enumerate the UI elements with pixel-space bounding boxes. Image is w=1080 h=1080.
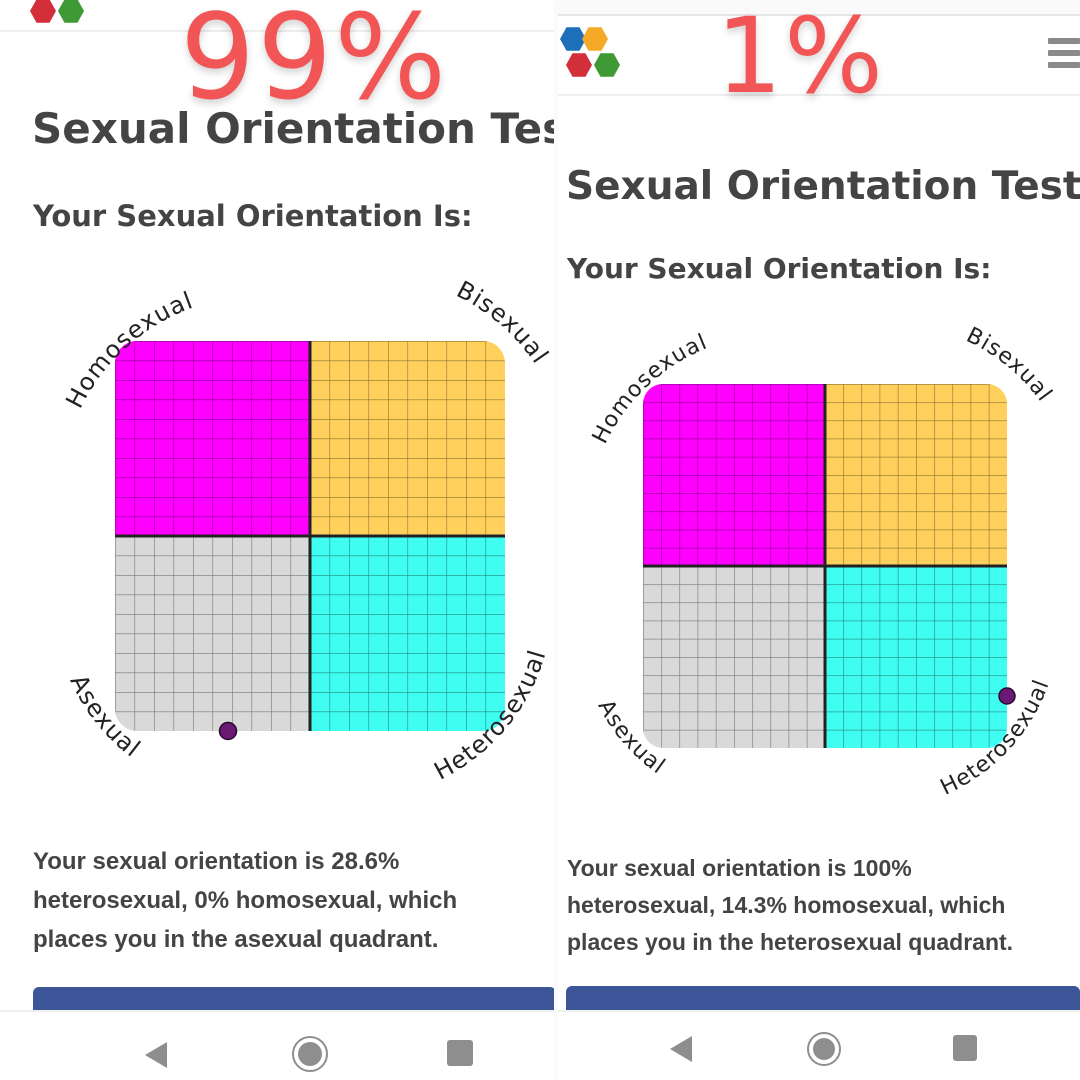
result-description: Your sexual orientation is 28.6% heteros… [33, 842, 543, 959]
logo-hex-red [566, 53, 592, 77]
android-nav-bar [0, 1010, 556, 1080]
result-line: Your sexual orientation is 100% [567, 855, 912, 881]
recents-icon[interactable] [952, 1034, 978, 1062]
logo-hex-orange [582, 27, 608, 51]
screenshot-panel-left: 99% Sexual Orientation Test Your Sexual … [0, 0, 556, 1080]
logo-hex-blue [560, 27, 586, 51]
home-icon[interactable] [290, 1034, 330, 1074]
overlay-percentage: 1% [716, 0, 885, 117]
continue-button[interactable] [33, 987, 556, 1011]
android-nav-bar [558, 1010, 1080, 1080]
result-line: heterosexual, 14.3% homosexual, which [567, 892, 1006, 918]
site-header [558, 16, 1080, 96]
logo-hex-green [58, 0, 84, 23]
site-logo[interactable] [560, 26, 624, 82]
hamburger-menu-icon[interactable] [1048, 38, 1080, 74]
page-title: Sexual Orientation Test [32, 104, 556, 153]
panel-divider [554, 0, 560, 1080]
result-line: Your sexual orientation is 28.6% [33, 848, 400, 875]
result-marker [218, 721, 238, 741]
screenshot-panel-right: 1% Sexual Orientation Test Your Sexual O… [558, 0, 1080, 1080]
site-header [0, 0, 556, 32]
continue-button[interactable] [566, 986, 1080, 1010]
result-marker [998, 687, 1016, 705]
result-heading: Your Sexual Orientation Is: [33, 199, 473, 233]
result-heading: Your Sexual Orientation Is: [567, 252, 992, 285]
page-title: Sexual Orientation Test [566, 164, 1080, 209]
site-logo[interactable] [30, 0, 94, 30]
orientation-quadrant-chart: Homosexual Bisexual Asexual Heterosexual [588, 323, 1056, 800]
result-line: heterosexual, 0% homosexual, which [33, 887, 458, 914]
back-icon[interactable] [143, 1040, 169, 1070]
result-line: places you in the asexual quadrant. [33, 926, 439, 953]
logo-hex-green [594, 53, 620, 77]
status-bar-strip [558, 0, 1080, 16]
back-icon[interactable] [668, 1034, 694, 1064]
recents-icon[interactable] [446, 1039, 474, 1067]
result-description: Your sexual orientation is 100% heterose… [567, 850, 1080, 961]
result-line: places you in the heterosexual quadrant. [567, 929, 1014, 955]
logo-hex-red [30, 0, 56, 23]
orientation-quadrant-chart: Homosexual Bisexual Asexual Heterosexual [60, 280, 553, 785]
home-icon[interactable] [805, 1029, 843, 1069]
overlay-percentage: 99% [180, 0, 449, 126]
